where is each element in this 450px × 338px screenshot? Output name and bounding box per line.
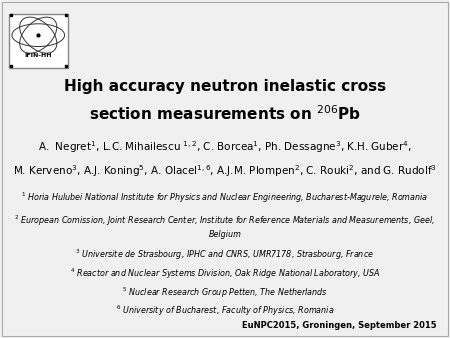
Text: High accuracy neutron inelastic cross: High accuracy neutron inelastic cross xyxy=(64,79,386,94)
Text: Belgium: Belgium xyxy=(208,231,242,239)
Text: EuNPC2015, Groningen, September 2015: EuNPC2015, Groningen, September 2015 xyxy=(242,320,436,330)
Text: IFIN-HH: IFIN-HH xyxy=(24,53,52,58)
Text: $^6$ University of Bucharest, Faculty of Physics, Romania: $^6$ University of Bucharest, Faculty of… xyxy=(116,304,334,318)
Text: A.  Negret$^1$, L.C. Mihailescu $^{1,2}$, C. Borcea$^1$, Ph. Dessagne$^3$, K.H. : A. Negret$^1$, L.C. Mihailescu $^{1,2}$,… xyxy=(38,139,412,155)
Text: $^3$ Universite de Strasbourg, IPHC and CNRS, UMR7178, Strasbourg, France: $^3$ Universite de Strasbourg, IPHC and … xyxy=(76,248,374,262)
Text: $^4$ Reactor and Nuclear Systems Division, Oak Ridge National Laboratory, USA: $^4$ Reactor and Nuclear Systems Divisio… xyxy=(70,267,380,281)
Text: M. Kerveno$^3$, A.J. Koning$^5$, A. Olacel$^{1,6}$, A.J.M. Plompen$^2$, C. Rouki: M. Kerveno$^3$, A.J. Koning$^5$, A. Olac… xyxy=(13,163,437,178)
Text: $^1$ Horia Hulubei National Institute for Physics and Nuclear Engineering, Bucha: $^1$ Horia Hulubei National Institute fo… xyxy=(21,191,429,205)
FancyBboxPatch shape xyxy=(9,14,68,68)
Text: section measurements on $^{206}$Pb: section measurements on $^{206}$Pb xyxy=(89,104,361,123)
Text: $^5$ Nuclear Research Group Petten, The Netherlands: $^5$ Nuclear Research Group Petten, The … xyxy=(122,285,328,299)
Text: $^2$ European Comission, Joint Research Center, Institute for Reference Material: $^2$ European Comission, Joint Research … xyxy=(14,214,436,228)
